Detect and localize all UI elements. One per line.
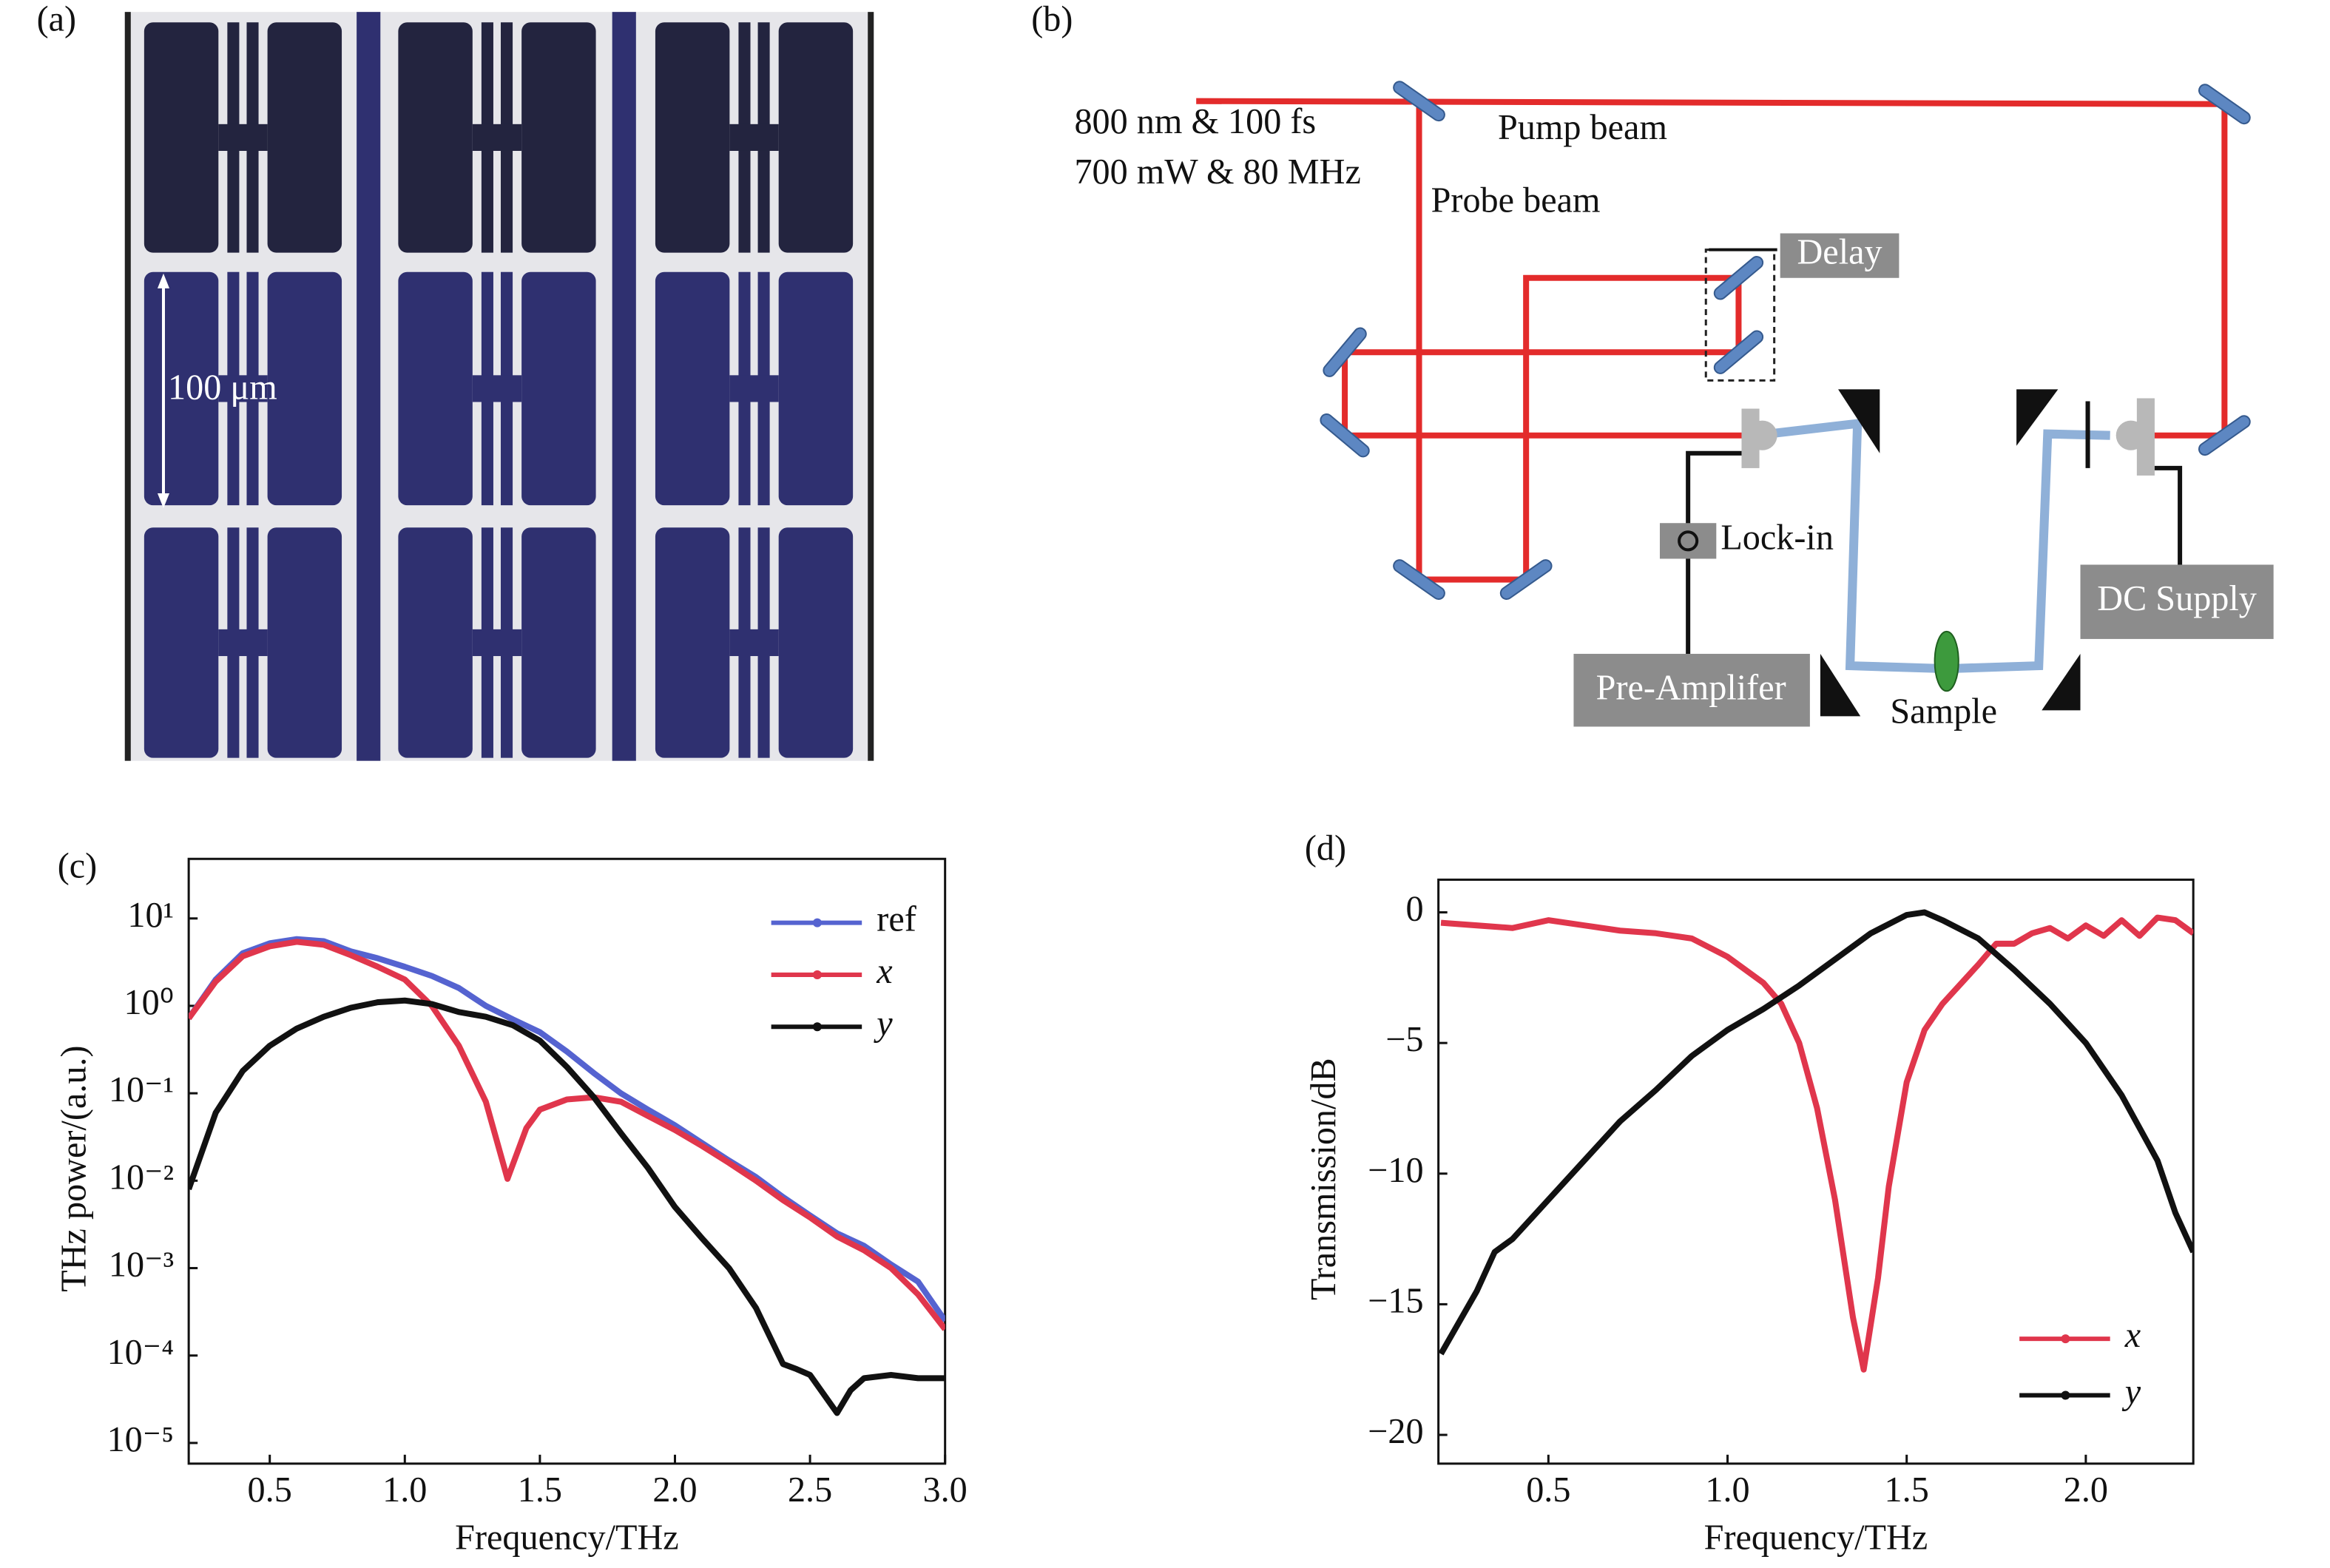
edge [124, 12, 131, 761]
y-tick-label: −20 [1368, 1412, 1423, 1451]
sample-label: Sample [1890, 692, 1997, 731]
pad [143, 527, 219, 758]
antennas [1741, 398, 2155, 476]
legend-label: y [2121, 1373, 2141, 1412]
y-tick-label: −5 [1385, 1020, 1423, 1059]
arrow [157, 273, 170, 288]
crossbar [218, 124, 268, 151]
y-tick-label: 10⁰ [124, 983, 175, 1022]
series-line [1440, 914, 2194, 1373]
x-tick-label: 0.5 [248, 1470, 292, 1510]
pad [398, 22, 473, 253]
panel-label: (b) [1031, 0, 1073, 38]
x-tick-label: 3.0 [923, 1470, 968, 1510]
pad [521, 527, 596, 758]
dc-box [2080, 564, 2274, 639]
x-tick-label: 1.0 [1705, 1470, 1749, 1510]
y-tick-label: 0 [1405, 890, 1423, 929]
box-label: Pre-Amplifer [1596, 668, 1786, 707]
pad [398, 271, 473, 506]
y-tick-label: 10⁻⁴ [107, 1333, 174, 1372]
bus-bar [357, 12, 381, 761]
x-tick-label: 0.5 [1526, 1470, 1570, 1510]
pad [267, 527, 342, 758]
plot-frame [187, 857, 947, 1465]
beam-label: Pump beam [1498, 108, 1667, 147]
crossbar [218, 629, 268, 657]
x-tick-label: 2.0 [652, 1470, 697, 1510]
y-tick-label: 10⁻⁵ [107, 1420, 174, 1459]
legend-marker [812, 918, 822, 927]
crossbar [472, 375, 522, 402]
x-tick-label: 2.5 [788, 1470, 832, 1510]
edge [868, 12, 874, 761]
pad [267, 271, 342, 506]
x-tick-label: 1.5 [1885, 1470, 1929, 1510]
series-line [1438, 909, 2194, 1356]
crossbar [729, 629, 779, 657]
pad [655, 271, 730, 506]
x-axis-label: Frequency/THz [455, 1518, 679, 1557]
y-axis-label: Transmission/dB [1304, 1058, 1343, 1300]
pad [398, 527, 473, 758]
pad [778, 271, 854, 506]
legend-label: ref [877, 900, 916, 939]
legend-label: x [2124, 1316, 2141, 1355]
laser-spec: 800 nm & 100 fs [1074, 102, 1316, 141]
x-tick-label: 1.0 [382, 1470, 427, 1510]
y-tick-label: 10⁻¹ [109, 1070, 174, 1109]
bus-bar [612, 12, 636, 761]
crossbar [218, 375, 268, 402]
micrograph: 100 μm [124, 12, 874, 761]
legend-label: y [873, 1004, 893, 1043]
x-tick-label: 2.0 [2064, 1470, 2108, 1510]
laser-spec: 700 mW & 80 MHz [1074, 152, 1360, 192]
y-tick-label: 10⁻² [109, 1158, 174, 1197]
lockin-box [1659, 523, 1717, 559]
panel-label: (c) [58, 846, 98, 885]
crossbar [729, 124, 779, 151]
legend-marker [812, 1022, 822, 1032]
pad [267, 22, 342, 253]
legend-marker [812, 970, 822, 979]
panel-label: (d) [1305, 828, 1346, 868]
y-axis-label: THz power/(a.u.) [55, 1045, 94, 1291]
pad [655, 527, 730, 758]
arrow [157, 493, 170, 509]
sample [1934, 630, 1959, 692]
pad [521, 271, 596, 506]
y-tick-label: −10 [1368, 1151, 1423, 1190]
legend-marker [2061, 1390, 2070, 1400]
series-line [189, 939, 945, 1331]
box-label: Lock-in [1721, 518, 1834, 557]
box-label: DC Supply [2097, 579, 2257, 618]
series-line [189, 997, 945, 1416]
scale-label: 100 μm [168, 368, 277, 408]
pad [778, 527, 854, 758]
panel-label: (a) [37, 0, 76, 38]
lockin-icon [1678, 530, 1699, 552]
box-label: Delay [1797, 233, 1882, 272]
crossbar [472, 629, 522, 657]
legend-marker [2061, 1334, 2070, 1344]
delay-box [1780, 233, 1900, 278]
x-tick-label: 1.5 [518, 1470, 562, 1510]
crossbar [729, 375, 779, 402]
legend-label: x [876, 952, 893, 991]
pad [143, 22, 219, 253]
y-tick-label: 10⁻³ [109, 1246, 174, 1285]
mirrors [1320, 81, 2251, 601]
beam-label: Probe beam [1431, 180, 1601, 220]
y-tick-label: 10¹ [127, 896, 174, 935]
y-tick-label: −15 [1368, 1281, 1423, 1320]
preamp-box [1573, 654, 1810, 727]
x-axis-label: Frequency/THz [1704, 1518, 1928, 1557]
plot-frame [1437, 878, 2195, 1465]
crossbar [472, 124, 522, 151]
pad [778, 22, 854, 253]
pad [655, 22, 730, 253]
pad [521, 22, 596, 253]
